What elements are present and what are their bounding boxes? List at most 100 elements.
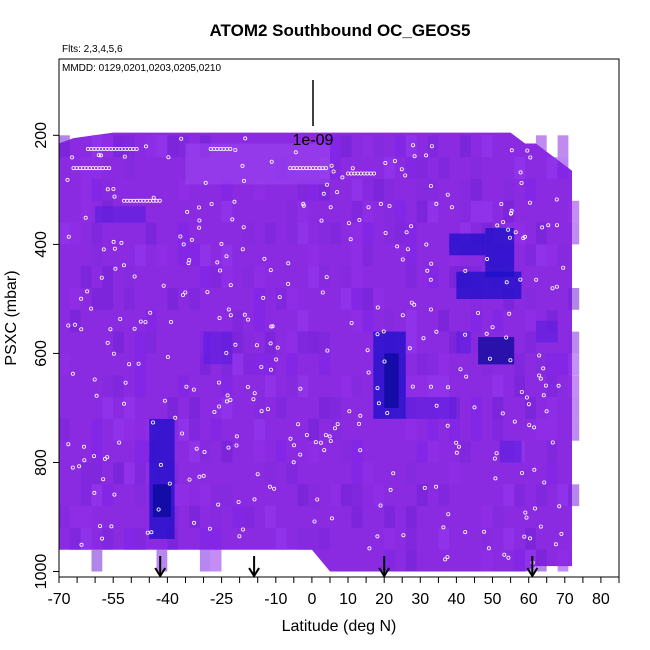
heatmap-cell: [199, 549, 211, 572]
sample-marker: [410, 384, 415, 389]
heatmap-cell: [286, 375, 298, 398]
heatmap-cell: [254, 440, 265, 463]
sample-marker: [428, 277, 433, 282]
heatmap-cell: [395, 200, 406, 223]
sample-marker: [178, 234, 183, 239]
heatmap-cell: [156, 244, 168, 267]
flight-arrow-head: [248, 567, 260, 578]
sample-marker: [383, 160, 388, 165]
sample-marker: [123, 380, 128, 385]
sample-marker: [98, 153, 103, 158]
heatmap-cell: [264, 222, 276, 245]
sample-marker: [464, 374, 469, 379]
sample-marker: [404, 230, 409, 235]
heatmap-cell: [156, 135, 168, 158]
sample-marker: [185, 209, 190, 214]
sample-marker: [92, 454, 97, 459]
heatmap-cell: [481, 506, 493, 528]
heatmap-cell: [514, 353, 525, 376]
sample-marker: [421, 336, 426, 341]
sample-marker: [203, 180, 208, 185]
sample-marker: [524, 395, 529, 400]
sample-marker: [138, 319, 143, 324]
sample-marker: [197, 474, 202, 479]
heatmap-cell: [449, 462, 460, 485]
sample-marker: [508, 358, 513, 363]
sample-marker: [70, 465, 75, 470]
sample-marker: [122, 154, 127, 159]
heatmap-cell: [319, 397, 330, 419]
heatmap-cell: [503, 200, 515, 223]
sample-marker: [207, 526, 212, 531]
heatmap-cell: [535, 135, 547, 158]
heatmap-cell: [546, 440, 558, 463]
sample-marker: [224, 254, 229, 259]
sample-marker: [375, 305, 380, 310]
sample-marker: [122, 401, 127, 406]
heatmap-light-patch: [185, 143, 330, 185]
sample-marker: [538, 524, 543, 529]
heatmap-cell: [384, 309, 395, 332]
heatmap-cell: [503, 309, 515, 332]
heatmap-cell: [264, 506, 276, 528]
heatmap-cell: [416, 484, 428, 507]
heatmap-cell: [460, 440, 471, 463]
sample-marker: [148, 310, 153, 315]
heatmap-cell: [557, 135, 569, 158]
y-tick-label: 800: [33, 449, 50, 476]
heatmap-cell: [113, 375, 124, 398]
heatmap-cell: [254, 266, 265, 288]
heatmap-dark-region: [384, 353, 399, 408]
sample-marker: [228, 283, 233, 288]
heatmap-cell: [297, 331, 309, 354]
sample-marker: [312, 519, 317, 524]
sample-marker: [313, 440, 318, 445]
heatmap-cell: [546, 375, 558, 398]
sample-marker: [518, 277, 523, 282]
sample-marker: [70, 155, 75, 160]
sample-marker: [403, 173, 408, 178]
sample-marker: [519, 180, 524, 185]
heatmap-cell: [460, 179, 471, 201]
sample-marker: [524, 515, 529, 520]
sample-marker: [301, 201, 306, 206]
sample-marker: [113, 266, 118, 271]
sample-marker: [225, 393, 230, 398]
sample-marker: [486, 546, 491, 551]
heatmap-cell: [384, 266, 395, 288]
heatmap-cell: [384, 527, 395, 550]
sample-marker: [245, 384, 250, 389]
sample-marker: [143, 320, 148, 325]
heatmap-cell: [264, 375, 276, 398]
heatmap-cell: [535, 222, 547, 245]
x-tick-label: 40: [448, 591, 466, 608]
sample-marker: [532, 467, 537, 472]
heatmap-cell: [557, 484, 569, 507]
heatmap-cell: [514, 549, 525, 572]
heatmap-cell: [416, 157, 428, 179]
heatmap-cell: [189, 244, 200, 267]
heatmap-cell: [59, 135, 70, 158]
sample-marker: [267, 484, 272, 489]
heatmap-cell: [91, 179, 103, 201]
heatmap-cell: [286, 288, 298, 310]
sample-marker: [189, 237, 194, 242]
heatmap-dark-region: [405, 397, 457, 419]
heatmap-dark-region: [456, 331, 471, 354]
sample-marker: [103, 456, 108, 461]
sample-marker: [228, 146, 233, 151]
sample-marker: [541, 393, 546, 398]
heatmap-cell: [286, 222, 298, 245]
sample-marker: [145, 530, 150, 535]
sample-marker: [186, 261, 191, 266]
heatmap-cell: [124, 462, 135, 485]
heatmap-cell: [492, 506, 504, 528]
heatmap-cell: [102, 266, 114, 288]
sample-marker: [561, 265, 566, 270]
sample-marker: [323, 433, 328, 438]
sample-marker: [168, 319, 173, 324]
heatmap-cell: [275, 288, 287, 310]
heatmap-cell: [427, 135, 439, 158]
sample-marker: [347, 409, 352, 414]
sample-marker: [328, 205, 333, 210]
